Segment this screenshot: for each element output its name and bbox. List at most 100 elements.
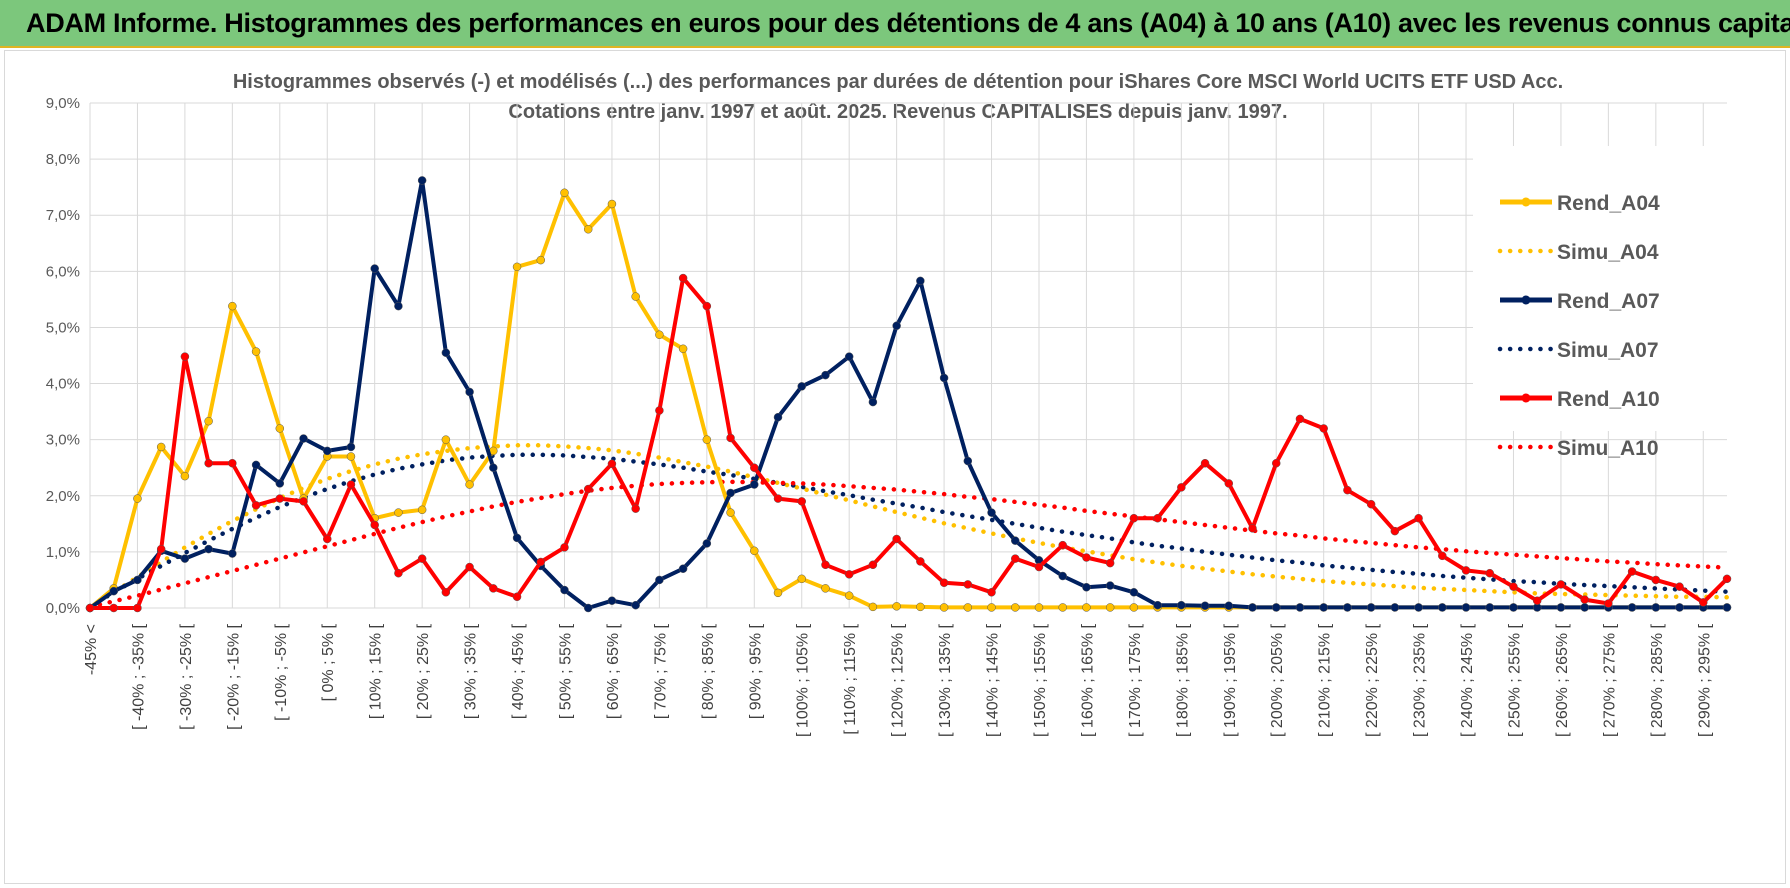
data-point-rend-a10 [655, 406, 664, 415]
data-point-rend-a04 [773, 588, 783, 598]
data-point-rend-a10 [1580, 595, 1589, 604]
data-point-rend-a07 [1224, 601, 1234, 611]
x-tick-label: [ 240% ; 245% [ [1459, 623, 1476, 737]
legend-marker-rend-a07 [1521, 295, 1531, 305]
chart-subtitle: Cotations entre janv. 1997 et août. 2025… [508, 101, 1287, 123]
x-tick-label: [ 150% ; 155% [ [1032, 623, 1049, 737]
data-point-rend-a07 [228, 549, 237, 558]
data-point-rend-a04 [655, 330, 664, 339]
data-point-rend-a10 [1675, 582, 1684, 591]
data-point-rend-a10 [322, 534, 332, 544]
data-point-rend-a04 [512, 262, 522, 272]
data-point-rend-a07 [1343, 603, 1352, 612]
data-point-rend-a04 [607, 199, 617, 209]
legend-label-simu-a04: Simu_A04 [1557, 241, 1659, 264]
data-point-rend-a07 [1580, 603, 1589, 612]
data-point-rend-a07 [1248, 603, 1257, 612]
data-point-rend-a10 [726, 433, 735, 443]
data-point-rend-a10 [1627, 567, 1637, 576]
data-point-rend-a07 [1177, 600, 1186, 610]
data-point-rend-a07 [109, 586, 118, 596]
data-point-rend-a10 [441, 588, 451, 597]
data-point-rend-a10 [583, 484, 593, 494]
data-point-rend-a10 [275, 494, 285, 503]
data-point-rend-a04 [797, 574, 806, 584]
data-point-rend-a07 [844, 352, 854, 361]
data-point-rend-a07 [773, 412, 783, 422]
x-tick-label: [ 130% ; 135% [ [937, 623, 954, 737]
data-point-rend-a10 [1271, 458, 1281, 468]
data-point-rend-a10 [868, 560, 878, 570]
data-point-rend-a07 [1627, 603, 1637, 612]
data-point-rend-a07 [726, 488, 735, 498]
data-point-rend-a10 [631, 504, 640, 513]
y-tick-label: 9,0% [46, 95, 80, 112]
x-tick-label: [ 190% ; 195% [ [1222, 623, 1239, 737]
data-point-rend-a10 [702, 301, 712, 311]
data-point-rend-a10 [1366, 499, 1376, 509]
x-tick-label: [ -20% ; -15% [ [225, 623, 242, 729]
data-point-rend-a10 [251, 501, 261, 510]
data-point-rend-a04 [156, 442, 166, 452]
data-point-rend-a10 [773, 494, 783, 503]
data-point-rend-a07 [370, 264, 379, 273]
data-point-rend-a07 [1390, 603, 1400, 612]
data-point-rend-a10 [1153, 513, 1162, 523]
data-point-rend-a10 [678, 273, 688, 283]
data-point-rend-a04 [631, 292, 640, 301]
data-point-rend-a07 [1485, 603, 1495, 612]
x-tick-label: [ 90% ; 95% [ [747, 623, 764, 719]
data-point-rend-a04 [1011, 603, 1020, 612]
data-point-rend-a07 [133, 575, 142, 585]
data-point-rend-a07 [1271, 603, 1281, 612]
x-axis: -45% < [ -40% ; -35% [[ -30% ; -25% [[ -2… [83, 623, 1713, 737]
x-tick-label: [ 230% ; 235% [ [1412, 623, 1429, 737]
x-tick-label: [ 160% ; 165% [ [1079, 623, 1096, 737]
data-point-rend-a07 [702, 539, 712, 548]
data-point-rend-a04 [844, 591, 854, 600]
x-tick-label: [ 140% ; 145% [ [985, 623, 1002, 737]
data-point-rend-a04 [1105, 603, 1115, 612]
x-tick-label: [ 210% ; 215% [ [1317, 623, 1334, 737]
data-point-rend-a07 [1153, 600, 1162, 610]
chart-title: Histogrammes observés (-) et modélisés (… [233, 71, 1563, 93]
data-point-rend-a04 [868, 602, 878, 612]
data-point-rend-a07 [750, 480, 759, 489]
data-point-rend-a10 [1532, 596, 1542, 605]
series-line-simu-a10 [87, 479, 1730, 610]
data-point-rend-a04 [204, 416, 213, 426]
y-axis: 0,0% 1,0% 2,0% 3,0% 4,0% 5,0% 6,0% 7,0% 8,0% 9,0% [46, 95, 80, 617]
data-point-rend-a07 [1200, 601, 1210, 611]
chart-frame: Histogrammes observés (-) et modélisés (… [4, 50, 1786, 884]
y-tick-label: 0,0% [46, 600, 80, 617]
data-point-rend-a04 [939, 603, 949, 612]
data-point-rend-a10 [512, 592, 522, 602]
data-point-rend-a10 [1722, 574, 1732, 584]
x-tick-label: [ 290% ; 295% [ [1696, 623, 1713, 737]
data-point-rend-a10 [1461, 566, 1471, 575]
data-point-rend-a10 [1438, 551, 1447, 561]
data-point-rend-a10 [916, 557, 925, 566]
data-point-rend-a07 [1675, 603, 1684, 612]
data-point-rend-a04 [346, 452, 356, 461]
data-point-rend-a07 [1082, 582, 1091, 592]
data-point-rend-a07 [1129, 588, 1139, 597]
x-tick-label: [ 220% ; 225% [ [1364, 623, 1381, 737]
data-point-rend-a10 [109, 603, 118, 613]
x-tick-label: [ 100% ; 105% [ [795, 623, 812, 737]
data-point-rend-a04 [394, 508, 403, 517]
data-point-rend-a07 [1366, 603, 1376, 612]
legend-box [1473, 146, 1743, 431]
data-point-rend-a07 [1011, 536, 1020, 545]
data-point-rend-a04 [417, 505, 427, 515]
data-point-rend-a10 [1200, 458, 1210, 468]
data-point-rend-a07 [1105, 581, 1115, 590]
x-tick-label: [ 260% ; 265% [ [1554, 623, 1571, 737]
x-tick-label: [ 200% ; 205% [ [1269, 623, 1286, 737]
x-tick-label: [ 10% ; 15% [ [368, 623, 385, 719]
data-point-rend-a07 [1319, 603, 1328, 612]
data-point-rend-a10 [1414, 513, 1423, 523]
data-point-rend-a04 [180, 471, 190, 481]
data-point-rend-a07 [1461, 603, 1471, 612]
data-point-rend-a10 [1390, 526, 1400, 536]
